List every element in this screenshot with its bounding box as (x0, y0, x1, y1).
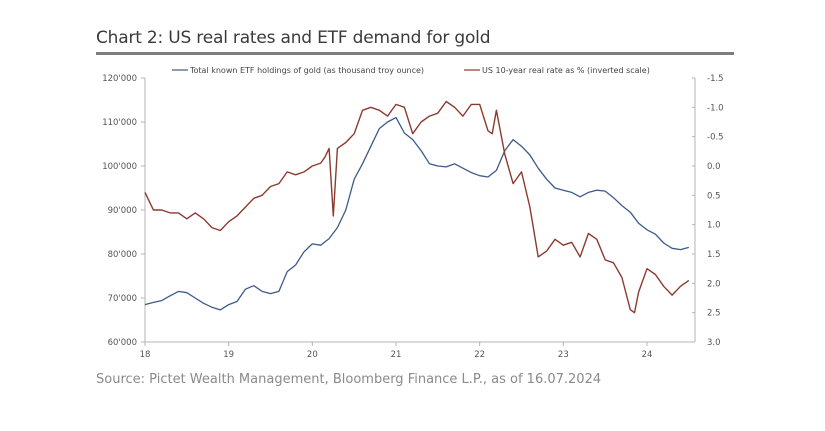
x-tick-label: 20 (307, 350, 318, 360)
left-tick-label: 80'000 (108, 250, 137, 260)
right-tick-label: 0.0 (707, 162, 721, 172)
legend-label-2: US 10-year real rate as % (inverted scal… (482, 66, 650, 75)
title-divider (96, 52, 734, 55)
left-tick-label: 100'000 (102, 162, 137, 172)
axes: 60'000 70'000 80'000 90'000 100'000 110'000 12… (102, 74, 723, 360)
series-line-real-rate (144, 100, 690, 314)
x-tick-label: 24 (642, 350, 653, 360)
right-tick-label: 1.5 (707, 250, 721, 260)
right-tick-label: -1.0 (707, 103, 724, 113)
left-tick-label: 70'000 (108, 294, 137, 304)
x-tick-label: 19 (223, 350, 234, 360)
series-group (144, 100, 690, 314)
legend: Total known ETF holdings of gold (as tho… (172, 66, 650, 75)
right-tick-label: 3.0 (707, 338, 721, 348)
x-tick-label: 23 (558, 350, 569, 360)
x-tick-label: 22 (474, 350, 485, 360)
legend-label-1: Total known ETF holdings of gold (as tho… (189, 66, 424, 75)
source-note: Source: Pictet Wealth Management, Bloomb… (96, 372, 602, 387)
right-tick-label: -0.5 (707, 133, 724, 143)
chart-title: Chart 2: US real rates and ETF demand fo… (96, 28, 491, 48)
left-tick-label: 120'000 (102, 74, 137, 84)
left-tick-label: 110'000 (102, 118, 137, 128)
x-tick-label: 18 (140, 350, 151, 360)
right-tick-label: 0.5 (707, 191, 721, 201)
right-tick-label: 1.0 (707, 221, 721, 231)
left-tick-label: 90'000 (108, 206, 137, 216)
right-tick-label: 2.0 (707, 279, 721, 289)
right-tick-label: 2.5 (707, 309, 721, 319)
right-tick-label: -1.5 (707, 74, 724, 84)
series-line-etf-holdings (144, 116, 689, 311)
x-tick-label: 21 (391, 350, 402, 360)
left-tick-label: 60'000 (108, 338, 137, 348)
